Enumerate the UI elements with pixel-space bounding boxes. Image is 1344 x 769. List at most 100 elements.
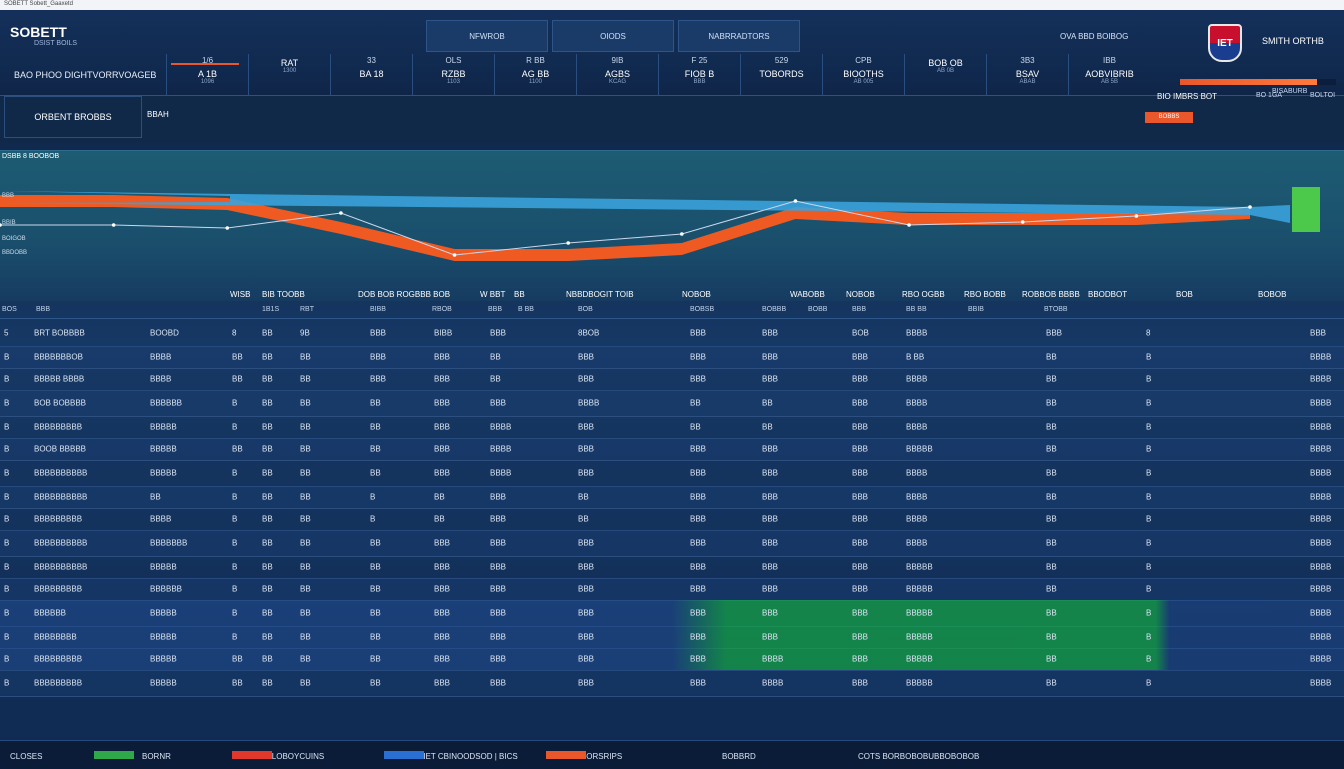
column-header[interactable]: WISB (230, 290, 251, 299)
stat-value: RAT (280, 58, 299, 68)
line-point[interactable] (452, 253, 457, 257)
table-cell: B (4, 352, 10, 362)
table-row[interactable]: B BOB BOBBBB BBBBBB B BB BB BB BBB BBB BBBB BB BB BB… (0, 390, 1344, 417)
column-header[interactable]: BB (514, 290, 525, 299)
tab-nfwrob[interactable]: NFWROB (426, 20, 548, 52)
column-header[interactable]: RBO OGBB (902, 290, 945, 299)
table-cell: BBBB (490, 444, 512, 454)
table-cell: BBBB (906, 468, 928, 478)
line-point[interactable] (680, 232, 684, 236)
footer-item[interactable]: OORSRIPS (580, 752, 623, 761)
stat-value: FIOB B (684, 69, 715, 79)
table-cell: BBBBB (906, 444, 933, 454)
series-green-end-marker (1292, 187, 1320, 232)
table-cell: B (232, 492, 238, 502)
table-cell: BBB (852, 398, 869, 408)
table-cell: B (1146, 678, 1152, 688)
table-cell: B (370, 514, 376, 524)
table-cell: BBBBB BBBB (34, 374, 85, 384)
column-header[interactable]: W BBT (480, 290, 506, 299)
stat-value: BSAV (1015, 69, 1040, 79)
column-header[interactable]: WABOBB (790, 290, 825, 299)
line-point[interactable] (1248, 205, 1252, 209)
orange-action-button[interactable]: BOBBS (1145, 112, 1193, 123)
column-subheader: BBB (36, 306, 51, 313)
line-point[interactable] (0, 223, 2, 227)
column-header[interactable]: DOB BOB ROGBBB BOB (358, 290, 451, 299)
column-header[interactable]: ROBBOB BBBB (1022, 290, 1080, 299)
user-name[interactable]: SMITH ORTHB (1262, 36, 1324, 46)
table-cell: B (4, 468, 10, 478)
stat-item[interactable]: 33 BA 18 (330, 54, 412, 100)
tab-oiods[interactable]: OIODS (552, 20, 674, 52)
stat-item[interactable]: 9IB AGBS KCAG (576, 54, 658, 100)
stat-item[interactable]: RAT 1300 (248, 54, 330, 100)
footer-item[interactable]: COTS BORBOBOBUBBOBOBOB (858, 752, 980, 761)
table-row[interactable]: B BOOB BBBBB BBBBB BB BB BB BB BBB BBBB BBB BBB BBB… (0, 438, 1344, 461)
table-row[interactable]: 5 BRT BOBBBB BOOBD 8 BB 9B BBB BIBB BBB 8BOB BBB BB… (0, 320, 1344, 347)
table-cell: BBBBB (906, 608, 933, 618)
tab-nabrradtors[interactable]: NABRRADTORS (678, 20, 800, 52)
line-point[interactable] (1134, 214, 1139, 218)
table-cell: BB (370, 654, 381, 664)
table-row[interactable]: B BBBBBBBOB BBBB BB BB BB BBB BBB BB BBB BBB BBB BBB… (0, 346, 1344, 369)
table-cell: B (4, 584, 10, 594)
stat-item[interactable]: CPB BIOOTHS AB 005 (822, 54, 904, 100)
stat-item[interactable]: 1/6 A 1B 1096 (166, 54, 248, 100)
column-header[interactable]: NOBOB (682, 290, 711, 299)
column-header[interactable]: BOBOB (1258, 290, 1287, 299)
footer-item[interactable]: BIET CBINOODSOD | BICS (418, 752, 518, 761)
table-cell: BB (300, 468, 311, 478)
stat-item[interactable]: OLS RZBB 1103 (412, 54, 494, 100)
team-shield-icon[interactable]: IET (1208, 24, 1242, 62)
table-cell: BB (1046, 352, 1057, 362)
table-cell: BBB (690, 514, 707, 524)
footer-item[interactable]: CLOSES (10, 752, 43, 761)
line-point[interactable] (339, 211, 343, 215)
table-cell: BB (300, 562, 311, 572)
table-cell: BBB (490, 514, 507, 524)
stat-item[interactable]: 529 TOBORDS (740, 54, 822, 100)
table-cell: BB (262, 398, 273, 408)
column-header[interactable]: BBODBOT (1088, 290, 1128, 299)
footer-item[interactable]: BLLOBOYCUINS (262, 752, 325, 761)
stat-item[interactable]: F 25 FIOB B BBB (658, 54, 740, 100)
column-header[interactable]: RBO BOBB (964, 290, 1006, 299)
table-row[interactable]: B BBBBB BBBB BBBB BB BB BB BBB BBB BB BBB BBB BBB BB… (0, 368, 1344, 391)
footer-item[interactable]: BOBBRD (722, 752, 756, 761)
stat-item[interactable]: IBB AOBVIBRIB AB 5B (1068, 54, 1150, 100)
stat-item[interactable]: BOB OB AB 0B (904, 54, 986, 100)
column-header[interactable]: NBBDBOGIT TOIB (566, 290, 634, 299)
table-cell: BBBB (150, 514, 172, 524)
column-header[interactable]: BIB TOOBB (262, 290, 305, 299)
line-point[interactable] (907, 223, 911, 227)
series-blue-band (0, 191, 1290, 223)
stat-top: 9IB (611, 56, 624, 65)
line-point[interactable] (225, 226, 230, 230)
table-cell: BBBBB (150, 608, 177, 618)
column-header[interactable]: BOB (1176, 290, 1193, 299)
orbent-brobbs-box[interactable]: ORBENT BROBBS (4, 96, 142, 138)
brand-logo[interactable]: SOBETT DSIST BOILS (10, 24, 78, 47)
line-point[interactable] (1020, 220, 1025, 224)
line-point[interactable] (111, 223, 116, 227)
footer-item[interactable]: BORNR (142, 752, 171, 761)
table-cell: BB (232, 654, 243, 664)
line-point[interactable] (793, 199, 798, 203)
line-point[interactable] (566, 241, 570, 245)
column-header[interactable]: NOBOB (846, 290, 875, 299)
stat-item[interactable]: 3B3 BSAV ABAB (986, 54, 1068, 100)
stat-item[interactable]: R BB AG BB 1100 (494, 54, 576, 100)
table-cell: BBB (578, 352, 595, 362)
